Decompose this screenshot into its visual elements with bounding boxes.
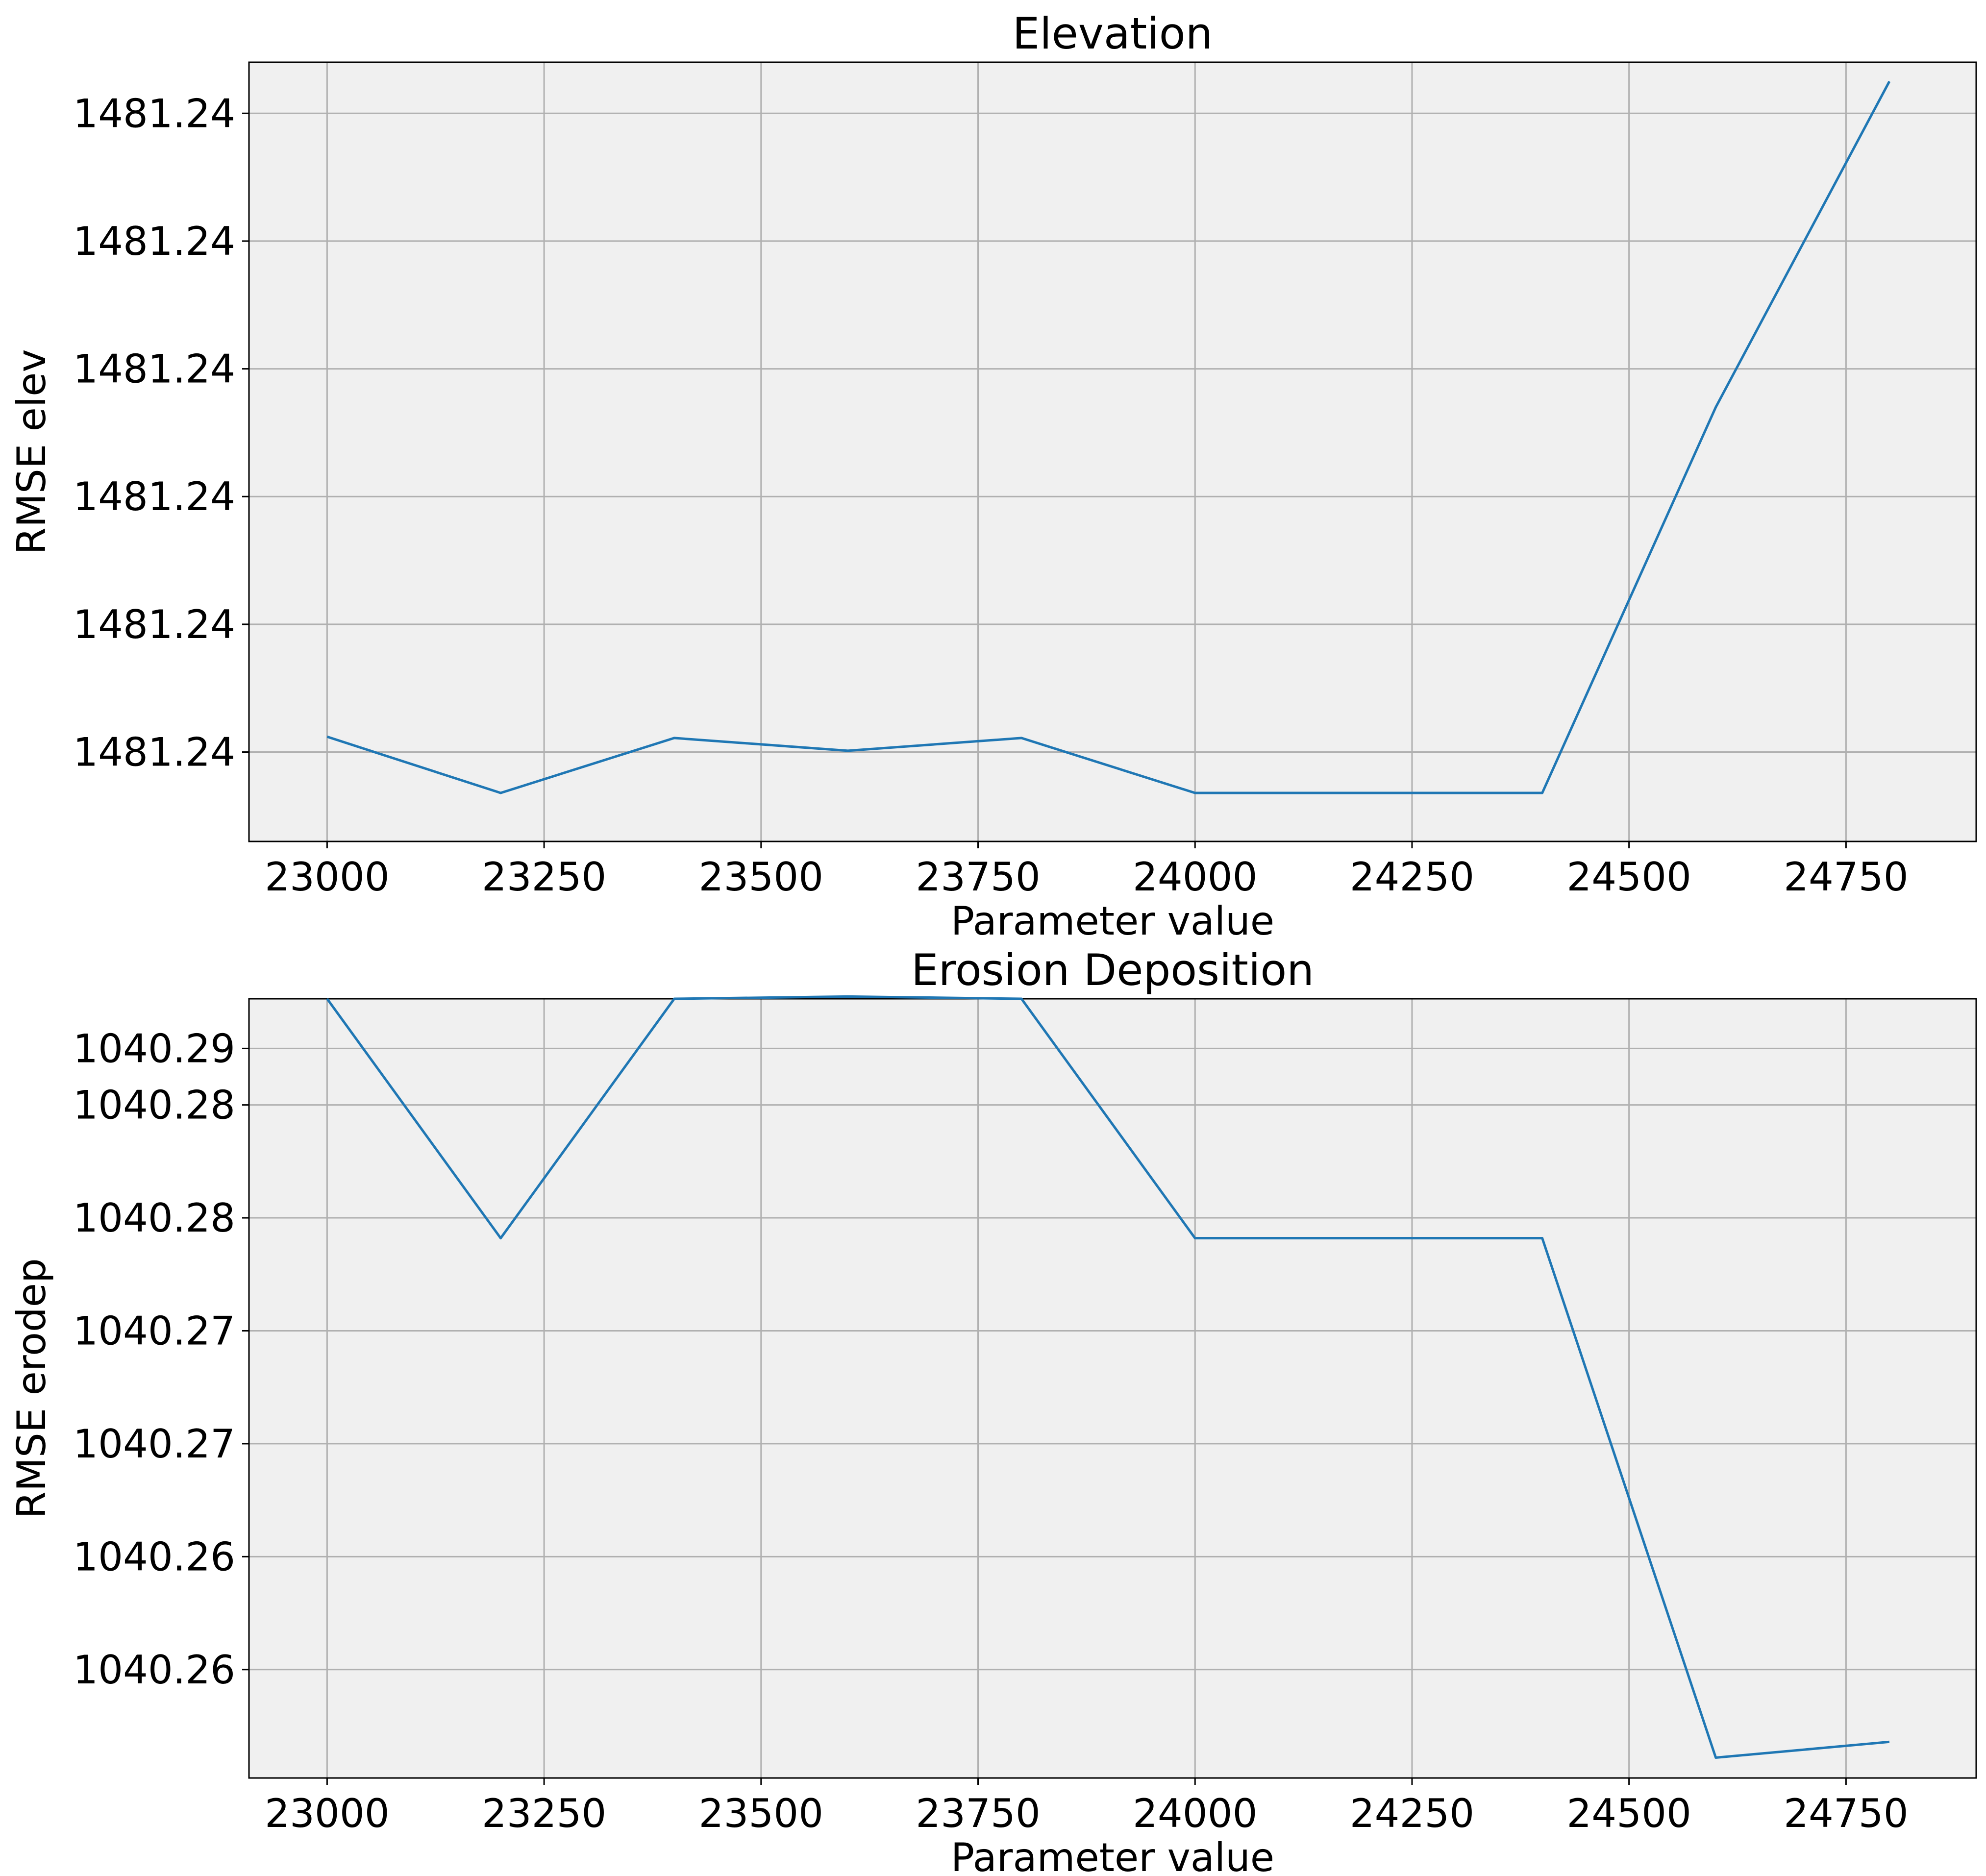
y-tick-label: 1040.27 — [73, 1421, 235, 1467]
chart-panel-1: 23000 23250 23500 23750 24000 24250 24500 24750… — [9, 8, 1977, 944]
y-axis-label: RMSE erodep — [9, 1258, 54, 1518]
x-tick-label: 24000 — [1133, 854, 1258, 900]
x-axis-label: Parameter value — [951, 1835, 1274, 1876]
chart-panel-2: 23000 23250 23500 23750 24000 24250 24500 24750… — [9, 945, 1977, 1876]
x-tick-label: 24500 — [1566, 1791, 1691, 1836]
x-tick-label: 24500 — [1566, 854, 1691, 900]
y-tick-label: 1481.24 — [73, 346, 235, 392]
y-tick-label: 1040.28 — [73, 1083, 235, 1128]
plot-frame — [248, 61, 1977, 842]
y-tick-label: 1481.24 — [73, 730, 235, 775]
x-tick-label: 23750 — [916, 854, 1041, 900]
series-line — [326, 995, 1890, 1759]
series-line — [326, 80, 1891, 794]
y-tick-label: 1481.24 — [73, 91, 235, 136]
plot-area — [249, 62, 1976, 841]
plot-frame — [248, 998, 1977, 1779]
x-tick-label: 23000 — [265, 854, 390, 900]
x-axis-label: Parameter value — [951, 898, 1274, 944]
y-tick-label: 1481.24 — [73, 219, 235, 264]
x-tick-label: 24250 — [1350, 1791, 1475, 1836]
x-tick-label: 23750 — [916, 1791, 1041, 1836]
chart-title: Erosion Deposition — [911, 945, 1314, 995]
x-tick-label: 23000 — [265, 1791, 390, 1836]
x-tick-label: 24750 — [1784, 854, 1909, 900]
x-tick-label: 23500 — [699, 854, 824, 900]
y-tick-label: 1040.29 — [73, 1026, 235, 1071]
y-tick-label: 1040.26 — [73, 1534, 235, 1580]
y-axis-label: RMSE elev — [9, 349, 54, 554]
plot-area — [249, 999, 1976, 1778]
x-tick-label: 24000 — [1133, 1791, 1258, 1836]
x-tick-label: 24250 — [1350, 854, 1475, 900]
x-tick-label: 24750 — [1784, 1791, 1909, 1836]
x-tick-label: 23250 — [482, 1791, 607, 1836]
chart-title: Elevation — [1013, 8, 1213, 59]
y-tick-label: 1040.26 — [73, 1647, 235, 1693]
y-tick-label: 1481.24 — [73, 602, 235, 647]
y-tick-label: 1040.28 — [73, 1195, 235, 1241]
x-tick-label: 23250 — [482, 854, 607, 900]
y-tick-label: 1040.27 — [73, 1308, 235, 1354]
y-tick-label: 1481.24 — [73, 474, 235, 519]
x-tick-label: 23500 — [699, 1791, 824, 1836]
